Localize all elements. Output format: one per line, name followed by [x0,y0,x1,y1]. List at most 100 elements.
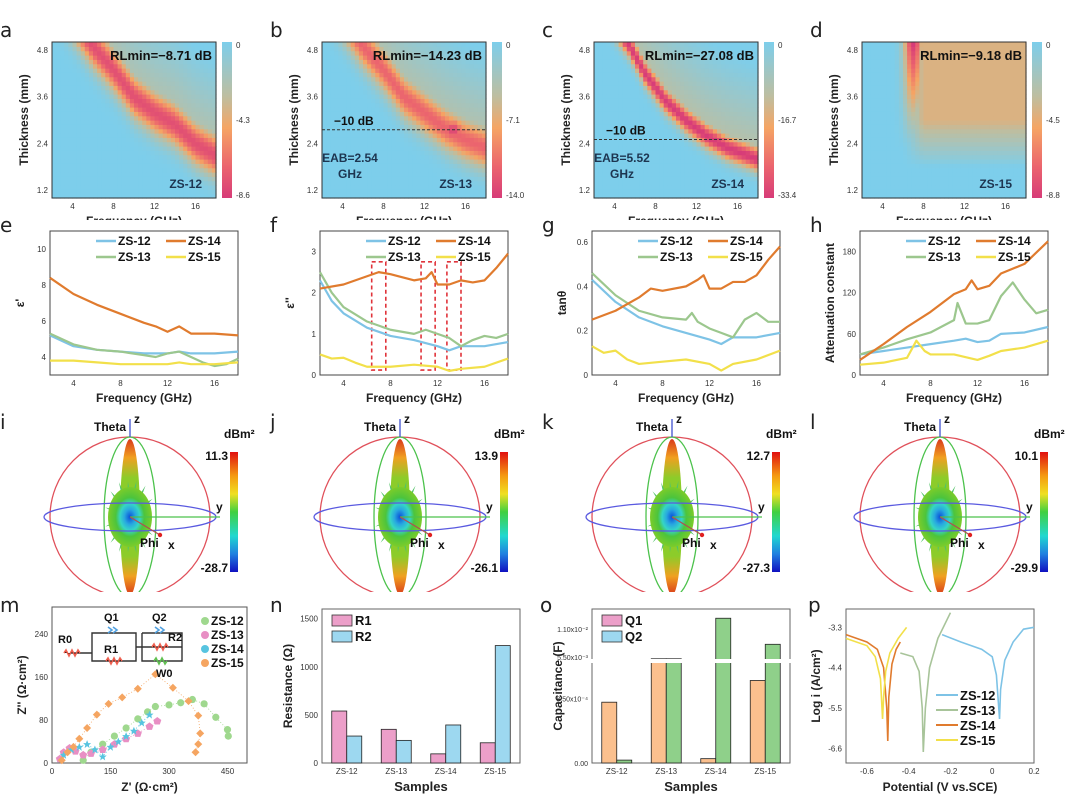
heatmap-cell [404,90,409,95]
heatmap-cell [441,42,446,47]
heatmap-cell [705,42,710,47]
colorbar [492,42,502,198]
heatmap-cell [919,85,924,90]
heatmap-cell [429,94,434,99]
x-tick-label: 16 [461,202,470,211]
heatmap-cell [142,98,147,103]
heatmap-cell [371,85,376,90]
heatmap-cell [680,68,685,73]
heatmap-cell [334,77,339,82]
heatmap-cell [870,168,875,173]
heatmap-cell [709,146,714,151]
heatmap-cell [412,142,417,147]
heatmap-cell [738,159,743,164]
heatmap-cell [453,90,458,95]
heatmap-cell [688,150,693,155]
heatmap-cell [672,172,677,177]
heatmap-cell [404,77,409,82]
heatmap-cell [126,189,131,194]
heatmap-cell [697,90,702,95]
heatmap-cell [343,103,348,108]
heatmap-cell [175,129,180,134]
heatmap-cell [907,77,912,82]
heatmap-cell [895,168,900,173]
heatmap-cell [697,111,702,116]
heatmap-cell [615,185,620,190]
heatmap-cell [416,42,421,47]
heatmap-cell [371,103,376,108]
heatmap-cell [142,103,147,108]
heatmap-cell [651,181,656,186]
heatmap-cell [146,120,151,125]
heatmap-cell [717,163,722,168]
heatmap-cell [146,137,151,142]
heatmap-cell [697,142,702,147]
heatmap-cell [635,103,640,108]
heatmap-cell [109,181,114,186]
heatmap-cell [750,68,755,73]
heatmap-cell [134,68,139,73]
heatmap-cell [68,168,73,173]
heatmap-cell [85,155,90,160]
heatmap-cell [746,168,751,173]
heatmap-cell [721,120,726,125]
heatmap-cell [705,111,710,116]
heatmap-cell [688,98,693,103]
heatmap-cell [870,189,875,194]
heatmap-cell [208,150,213,155]
heatmap-cell [594,72,599,77]
heatmap-cell [433,103,438,108]
heatmap-cell [118,159,123,164]
heatmap-cell [874,129,879,134]
heatmap-cell [664,81,669,86]
heatmap-cell [183,68,188,73]
heatmap-cell [384,133,389,138]
heatmap-cell [77,181,82,186]
heatmap-cell [874,189,879,194]
heatmap-cell [713,64,718,69]
heatmap-cell [627,51,632,56]
heatmap-cell [688,176,693,181]
panel-label: b [270,18,283,42]
heatmap-cell [408,159,413,164]
heatmap-cell [457,168,462,173]
heatmap-cell [130,85,135,90]
heatmap-cell [474,185,479,190]
heatmap-cell [919,142,924,147]
heatmap-cell [109,120,114,125]
heatmap-cell [416,172,421,177]
heatmap-cell [903,172,908,177]
heatmap-cell [474,168,479,173]
heatmap-cell [733,168,738,173]
heatmap-cell [367,55,372,60]
heatmap-cell [420,85,425,90]
heatmap-cell [408,133,413,138]
heatmap-cell [725,155,730,160]
heatmap-cell [441,159,446,164]
heatmap-cell [725,42,730,47]
heatmap-cell [903,137,908,142]
heatmap-cell [631,72,636,77]
heatmap-cell [895,81,900,86]
heatmap-cell [697,159,702,164]
heatmap-cell [146,103,151,108]
heatmap-cell [52,124,57,129]
heatmap-cell [425,72,430,77]
heatmap-cell [717,94,722,99]
heatmap-cell [200,98,205,103]
heatmap-cell [729,159,734,164]
heatmap-cell [866,176,871,181]
heatmap-cell [159,94,164,99]
heatmap-cell [924,172,929,177]
heatmap-cell [725,159,730,164]
heatmap-cell [445,81,450,86]
heatmap-cell [408,98,413,103]
heatmap-cell [478,116,483,121]
heatmap-cell [204,189,209,194]
heatmap-cell [870,129,875,134]
heatmap-cell [412,64,417,69]
heatmap-cell [73,142,78,147]
heatmap-cell [334,81,339,86]
heatmap-cell [159,189,164,194]
heatmap-cell [146,81,151,86]
